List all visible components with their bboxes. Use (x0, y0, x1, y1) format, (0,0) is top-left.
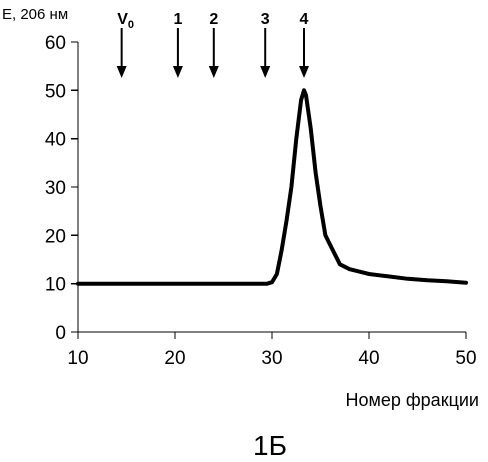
x-tick-label: 20 (164, 348, 185, 369)
fraction-markers: V0 1 2 3 4 (116, 11, 310, 78)
fraction-marker-label: 2 (209, 11, 218, 28)
fraction-marker: 1 (172, 11, 183, 78)
fraction-marker-arrow-head (299, 66, 310, 78)
fraction-marker-arrow-head (260, 66, 271, 78)
fraction-marker-arrow-head (208, 66, 219, 78)
fraction-marker-arrow-head (116, 66, 127, 78)
axes (77, 42, 466, 333)
fraction-marker-subscript: 0 (128, 19, 134, 31)
figure-caption: 1Б (253, 430, 287, 461)
fraction-marker-label: V0 (117, 11, 134, 31)
x-tick-label: 30 (261, 348, 282, 369)
x-ticks: 10 20 30 40 50 (67, 332, 477, 369)
series-line (76, 88, 468, 286)
fraction-marker-label: 3 (261, 11, 270, 28)
fraction-marker-label: 4 (300, 11, 309, 28)
y-tick-label: 10 (45, 275, 66, 296)
y-ticks: 0 10 20 30 40 50 60 (45, 33, 78, 344)
x-axis-label: Номер фракции (345, 390, 479, 410)
fraction-marker: V0 (116, 11, 134, 78)
y-tick-label: 0 (55, 323, 66, 344)
y-tick-label: 30 (45, 178, 66, 199)
x-tick-label: 50 (455, 348, 476, 369)
fraction-marker: 3 (260, 11, 271, 78)
y-axis-label: E, 206 нм (2, 6, 68, 23)
x-tick-label: 10 (67, 348, 88, 369)
series-layer (76, 88, 468, 286)
fraction-marker: 2 (208, 11, 219, 78)
fraction-marker: 4 (299, 11, 310, 78)
y-tick-label: 20 (45, 226, 66, 247)
fraction-marker-arrow-head (172, 66, 183, 78)
y-tick-label: 60 (45, 33, 66, 54)
x-tick-label: 40 (358, 348, 379, 369)
y-tick-label: 50 (45, 81, 66, 102)
fraction-marker-label: 1 (173, 11, 182, 28)
y-tick-label: 40 (45, 130, 66, 151)
